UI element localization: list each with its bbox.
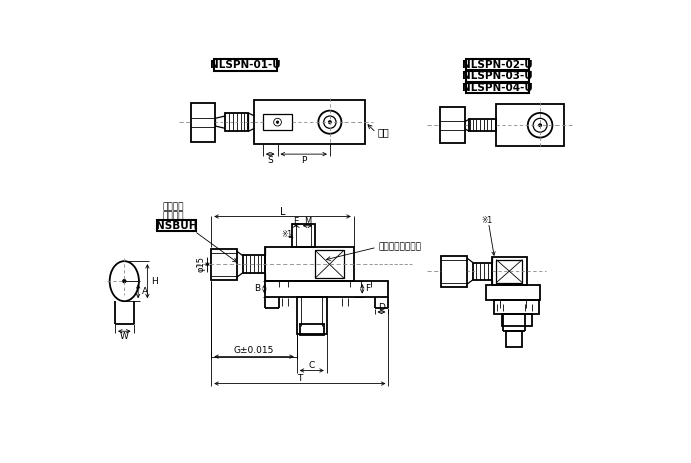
Text: 带聚氨酯: 带聚氨酯	[162, 203, 184, 212]
Text: F: F	[366, 284, 370, 294]
Bar	[225, 113, 248, 131]
Text: G±0.015: G±0.015	[234, 346, 274, 355]
Bar	[493, 257, 527, 285]
Bar	[292, 224, 315, 247]
Text: 主体: 主体	[377, 128, 389, 138]
Bar	[494, 300, 538, 314]
Circle shape	[276, 121, 278, 123]
Text: A: A	[142, 287, 148, 296]
Text: φ15: φ15	[196, 256, 205, 272]
Text: T: T	[297, 375, 303, 383]
Text: NLSPN-03-U: NLSPN-03-U	[462, 71, 533, 81]
Text: M: M	[304, 218, 311, 226]
Text: 止动螺栓: 止动螺栓	[162, 211, 184, 220]
Text: L: L	[280, 207, 285, 217]
Bar	[263, 114, 292, 130]
Bar	[441, 256, 467, 287]
Bar	[440, 107, 466, 144]
Bar	[191, 102, 215, 142]
Bar	[265, 281, 388, 297]
Bar	[496, 104, 564, 146]
Bar	[466, 82, 529, 93]
Text: P: P	[301, 156, 306, 165]
Text: H: H	[151, 277, 158, 286]
Circle shape	[123, 280, 126, 283]
Bar	[469, 119, 496, 131]
Text: ※1: ※1	[482, 216, 493, 225]
Text: E: E	[294, 218, 299, 226]
Bar	[243, 255, 265, 274]
Bar	[315, 250, 343, 278]
Text: NLSPN-01-U: NLSPN-01-U	[210, 60, 281, 70]
Text: NLSPN-04-U: NLSPN-04-U	[462, 83, 533, 93]
Bar	[496, 260, 522, 283]
Bar	[507, 331, 522, 347]
Bar	[466, 59, 529, 70]
Text: ※1: ※1	[281, 231, 292, 239]
Text: C: C	[309, 361, 315, 370]
Bar	[211, 249, 237, 280]
Circle shape	[538, 124, 542, 127]
Text: S: S	[267, 156, 273, 165]
Bar	[502, 314, 532, 326]
Bar	[158, 220, 196, 231]
Text: W: W	[120, 332, 129, 341]
Bar	[300, 324, 323, 335]
Bar	[486, 285, 540, 300]
Text: NSBUH: NSBUH	[156, 221, 198, 231]
Text: NLSPN-02-U: NLSPN-02-U	[462, 60, 533, 70]
Text: B: B	[254, 284, 260, 294]
Bar	[214, 59, 277, 71]
Circle shape	[328, 121, 332, 124]
Text: 内六角圆柱头螺栓: 内六角圆柱头螺栓	[379, 242, 422, 251]
Text: D: D	[378, 303, 385, 312]
Bar	[473, 263, 493, 280]
Bar	[466, 71, 529, 82]
Bar	[254, 100, 366, 144]
Bar	[296, 297, 327, 333]
Bar	[265, 247, 354, 281]
